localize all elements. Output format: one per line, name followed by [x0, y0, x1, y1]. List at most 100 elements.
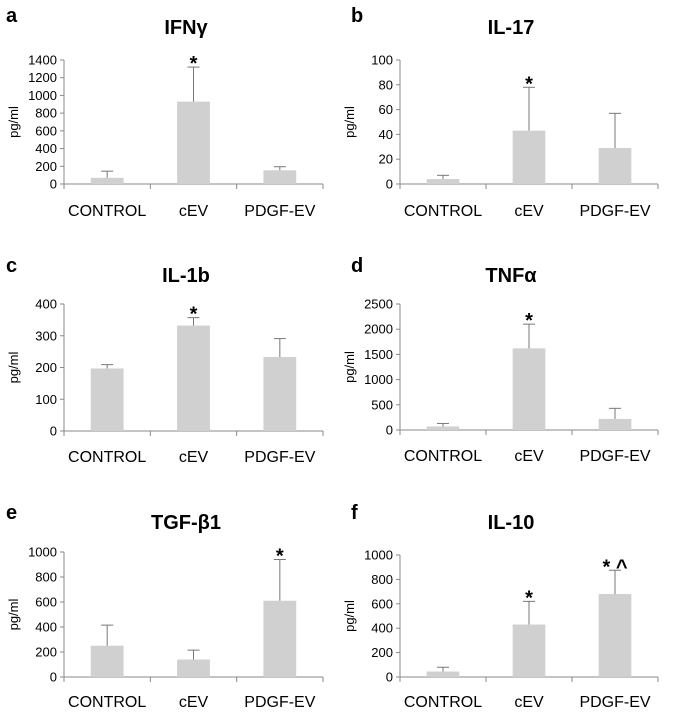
chart-c-y-tick-label: 0	[50, 424, 57, 439]
chart-e-title: TGF-β1	[151, 512, 221, 534]
chart-d-bar	[512, 348, 546, 430]
chart-a-bar	[263, 170, 297, 184]
chart-e-y-axis-label: pg/ml	[6, 598, 21, 630]
chart-d-bar	[598, 418, 632, 430]
chart-d-y-tick-label: 1000	[364, 372, 393, 387]
chart-f-y-tick-label: 800	[371, 572, 393, 587]
chart-d-y-tick-label: 2000	[364, 322, 393, 337]
chart-b-bar	[512, 130, 546, 184]
chart-c-y-tick-label: 400	[35, 297, 57, 312]
chart-a-y-axis-label: pg/ml	[6, 106, 21, 138]
chart-e-y-tick-label: 0	[50, 670, 57, 685]
chart-b-significance-marker: *	[525, 73, 533, 95]
chart-a-category-label: PDGF-EV	[244, 203, 315, 220]
chart-f-y-tick-label: 400	[371, 621, 393, 636]
chart-e-y-tick-label: 600	[35, 595, 57, 610]
chart-c-panel-label: c	[6, 255, 17, 277]
chart-e-significance-marker: *	[276, 546, 284, 568]
chart-a-y-tick-label: 1000	[28, 88, 57, 103]
chart-b-category-label: cEV	[514, 203, 544, 220]
chart-c-category-label: CONTROL	[68, 449, 146, 466]
chart-f-bar	[426, 671, 460, 677]
chart-f-bar	[512, 624, 546, 677]
chart-c-significance-marker: *	[190, 304, 198, 326]
chart-f-category-label: cEV	[514, 694, 544, 711]
chart-f-y-tick-label: 600	[371, 596, 393, 611]
chart-d-y-tick-label: 1500	[364, 347, 393, 362]
chart-c-y-tick-label: 300	[35, 328, 57, 343]
chart-d-bar	[426, 426, 460, 430]
chart-b-panel-label: b	[351, 5, 363, 27]
chart-b-title: IL-17	[488, 17, 535, 39]
chart-a-y-tick-label: 1400	[28, 53, 57, 68]
chart-c-category-label: cEV	[179, 449, 209, 466]
chart-b-y-tick-label: 60	[379, 102, 393, 117]
chart-f-y-tick-label: 200	[371, 645, 393, 660]
chart-e-y-tick-label: 800	[35, 570, 57, 585]
chart-a-bar	[90, 177, 124, 184]
chart-f-bar	[598, 594, 632, 677]
chart-b-y-tick-label: 40	[379, 127, 393, 142]
chart-e-bar	[177, 659, 210, 677]
chart-f-category-label: PDGF-EV	[579, 694, 650, 711]
chart-e-category-label: PDGF-EV	[244, 694, 315, 711]
chart-e-panel-label: e	[6, 502, 17, 524]
chart-b-y-tick-label: 20	[379, 152, 393, 167]
chart-c-y-tick-label: 200	[35, 360, 57, 375]
chart-d-panel-label: d	[351, 255, 363, 277]
chart-a-category-label: cEV	[179, 203, 209, 220]
chart-d-title: TNFα	[485, 265, 537, 287]
chart-a-panel-label: a	[6, 5, 18, 27]
chart-f-y-tick-label: 0	[386, 670, 393, 685]
chart-d-category-label: PDGF-EV	[579, 448, 650, 465]
chart-b-y-tick-label: 0	[386, 177, 393, 192]
chart-c-bar	[263, 357, 297, 431]
chart-c-y-axis-label: pg/ml	[6, 351, 21, 383]
chart-e-category-label: cEV	[179, 694, 209, 711]
chart-a-category-label: CONTROL	[68, 203, 146, 220]
chart-e-y-tick-label: 400	[35, 620, 57, 635]
chart-a-y-tick-label: 0	[50, 177, 57, 192]
chart-e-bar	[263, 600, 297, 677]
chart-a-title: IFNγ	[164, 17, 208, 39]
chart-a-bar	[177, 101, 210, 184]
chart-f-category-label: CONTROL	[404, 694, 482, 711]
chart-f-y-tick-label: 1000	[364, 548, 393, 563]
chart-f-significance-marker: * ^	[602, 556, 627, 578]
chart-b-category-label: PDGF-EV	[579, 203, 650, 220]
chart-b-y-axis-label: pg/ml	[342, 106, 357, 138]
chart-b-bar	[426, 179, 460, 184]
chart-f-significance-marker: *	[525, 587, 533, 609]
chart-e-bar	[90, 645, 124, 677]
chart-a-y-tick-label: 400	[35, 141, 57, 156]
chart-e-y-tick-label: 200	[35, 645, 57, 660]
chart-d-y-tick-label: 500	[371, 397, 393, 412]
chart-f-y-axis-label: pg/ml	[342, 600, 357, 632]
chart-d-y-tick-label: 0	[386, 423, 393, 438]
chart-e-y-tick-label: 1000	[28, 545, 57, 560]
chart-f-title: IL-10	[488, 512, 535, 534]
chart-f-panel-label: f	[351, 502, 358, 524]
chart-a-y-tick-label: 600	[35, 123, 57, 138]
chart-d-category-label: cEV	[514, 448, 544, 465]
chart-c-category-label: PDGF-EV	[244, 449, 315, 466]
chart-e-category-label: CONTROL	[68, 694, 146, 711]
chart-a-y-tick-label: 800	[35, 106, 57, 121]
chart-c-bar	[90, 368, 124, 431]
chart-a-y-tick-label: 200	[35, 159, 57, 174]
chart-b-bar	[598, 148, 632, 184]
chart-a-significance-marker: *	[190, 53, 198, 75]
chart-d-significance-marker: *	[525, 310, 533, 332]
chart-b-category-label: CONTROL	[404, 203, 482, 220]
chart-b-y-tick-label: 100	[371, 53, 393, 68]
chart-d-y-axis-label: pg/ml	[342, 351, 357, 383]
chart-a-y-tick-label: 1200	[28, 70, 57, 85]
chart-d-category-label: CONTROL	[404, 448, 482, 465]
chart-d-y-tick-label: 2500	[364, 297, 393, 312]
chart-b-y-tick-label: 80	[379, 77, 393, 92]
chart-c-bar	[177, 325, 210, 431]
chart-c-y-tick-label: 100	[35, 392, 57, 407]
chart-c-title: IL-1b	[162, 265, 210, 287]
